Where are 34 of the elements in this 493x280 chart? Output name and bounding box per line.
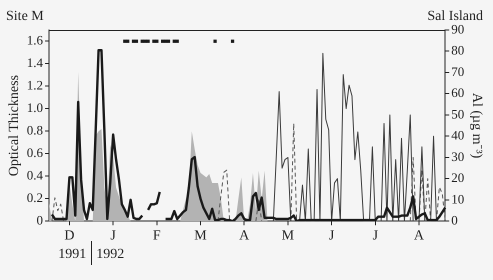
text: 1992 (96, 247, 124, 262)
y2-tick-label: 90 (451, 21, 464, 36)
y-tick-label: 1.6 (26, 32, 44, 48)
y2-tick-label: 10 (451, 191, 464, 206)
y-tick-label: 0 (36, 212, 44, 228)
y2-tick-label: 20 (451, 170, 464, 186)
x-tick-label: A (239, 228, 250, 244)
x-tick-label: A (414, 228, 425, 244)
x-tick-label: M (282, 228, 295, 244)
y2-tick-label: 60 (451, 85, 464, 100)
text: Sal Island (427, 9, 483, 24)
y2-tick-label: 50 (451, 106, 464, 122)
y-tick-label: 1.0 (26, 100, 44, 116)
y2-tick-label: 80 (451, 42, 464, 58)
y2-tick-label: 30 (451, 148, 464, 164)
y-tick-label: 1.4 (26, 55, 44, 70)
y-tick-label: 0.4 (26, 168, 44, 183)
x-tick-label: J (328, 228, 335, 244)
x-tick-label: M (194, 228, 208, 244)
y-tick-label: 0.8 (26, 122, 44, 138)
y-tick-label: 0.6 (26, 145, 44, 160)
x-tick-label: D (64, 228, 75, 244)
text: 1991 (58, 247, 86, 262)
x-tick-label: J (372, 228, 379, 244)
text: Site M (6, 9, 44, 24)
y-tick-label: 0.2 (26, 190, 44, 206)
y-tick-label: 1.2 (26, 78, 44, 93)
y2-tick-label: 40 (451, 128, 464, 143)
y2-axis-title: Al (µg m⁻³) (468, 92, 484, 159)
y2-tick-label: 0 (451, 212, 458, 228)
x-tick-label: J (110, 228, 116, 244)
x-tick-label: F (152, 228, 161, 244)
y-axis-title: Optical Thickness (7, 74, 22, 176)
y2-tick-label: 70 (451, 64, 464, 79)
